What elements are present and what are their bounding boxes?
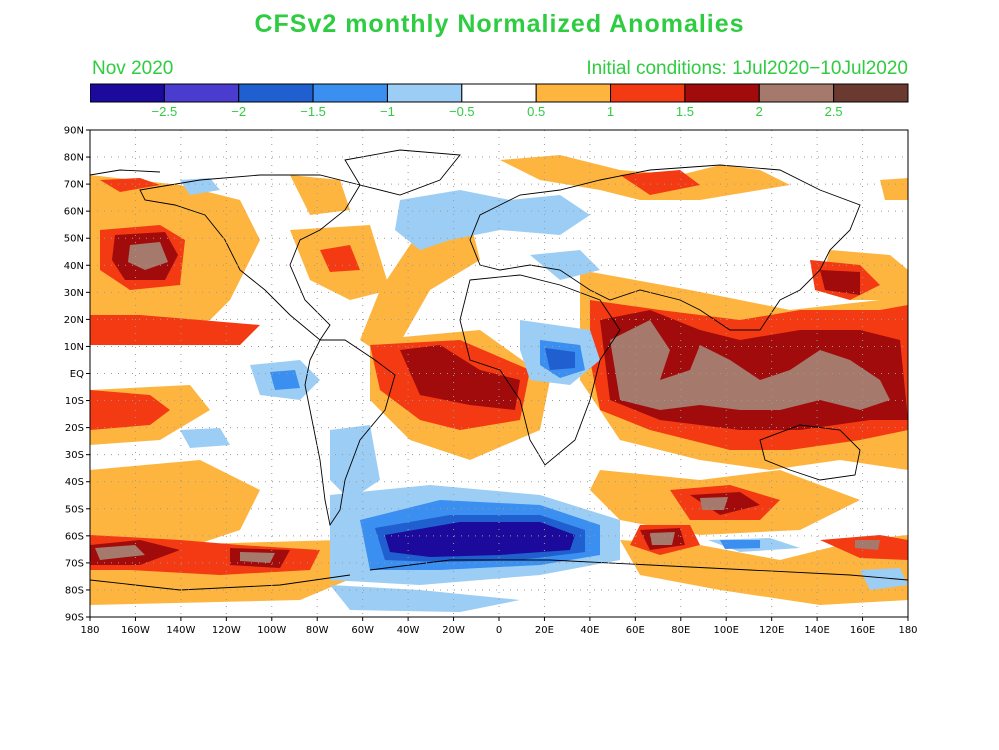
colorbar	[90, 83, 909, 103]
colorbar-label: 0.5	[527, 104, 546, 119]
colorbar-label: −1.5	[300, 104, 326, 119]
latitude-label: 20N	[64, 315, 84, 326]
colorbar-label: 2.5	[824, 104, 843, 119]
longitude-label: 160E	[850, 625, 875, 636]
longitude-label: 180	[898, 625, 917, 636]
colorbar-label: 2	[755, 104, 763, 119]
colorbar-label: −2	[231, 104, 247, 119]
longitude-label: 140W	[166, 625, 195, 636]
latitude-label: 60N	[64, 207, 84, 218]
longitude-label: 40E	[580, 625, 599, 636]
latitude-label: EQ	[70, 369, 84, 380]
longitude-label: 20W	[442, 625, 465, 636]
forecast-month: Nov 2020	[92, 58, 174, 79]
colorbar-labels: −2.5 −2 −1.5 −1 −0.5 0.5 1 1.5 2 2.5	[0, 104, 999, 122]
colorbar-label: 1.5	[675, 104, 694, 119]
latitude-label: 80N	[64, 153, 84, 164]
latitude-label: 90S	[65, 613, 84, 624]
latitude-label: 80S	[65, 585, 84, 596]
latitude-label: 70S	[65, 558, 84, 569]
longitude-label: 100W	[257, 625, 286, 636]
initial-conditions: Initial conditions: 1Jul2020−10Jul2020	[586, 58, 908, 79]
longitude-label: 80E	[671, 625, 690, 636]
colorbar-label: −1	[380, 104, 395, 119]
longitude-label: 40W	[397, 625, 420, 636]
map-title: CFSv2 monthly Normalized Anomalies	[254, 10, 745, 38]
latitude-label: 10N	[64, 342, 84, 353]
latitude-label: 40N	[64, 261, 84, 272]
latitude-label: 40S	[65, 477, 84, 488]
longitude-label: 160W	[121, 625, 150, 636]
longitude-label: 20E	[535, 625, 554, 636]
longitude-label: 60W	[351, 625, 374, 636]
longitude-label: 120W	[212, 625, 241, 636]
latitude-label: 50S	[65, 504, 84, 515]
latitude-label: 20S	[65, 423, 84, 434]
latitude-label: 30S	[65, 450, 84, 461]
colorbar-swatch	[833, 83, 909, 103]
latitude-label: 50N	[64, 234, 84, 245]
colorbar-label: 1	[606, 104, 615, 119]
longitude-label: 80W	[306, 625, 329, 636]
longitude-label: 0	[496, 625, 502, 636]
longitude-label: 60E	[626, 625, 645, 636]
latitude-label: 10S	[65, 396, 84, 407]
longitude-label: 180	[80, 625, 99, 636]
longitude-label: 100E	[714, 625, 739, 636]
longitude-label: 120E	[759, 625, 784, 636]
colorbar-label: −0.5	[448, 104, 475, 119]
latitude-label: 60S	[65, 531, 84, 542]
latitude-label: 90N	[64, 126, 84, 137]
colorbar-label: −2.5	[151, 104, 178, 119]
axis-ticks	[86, 129, 909, 621]
longitude-labels: 180 160W 140W 120W 100W 80W 60W 40W 20W 0 20E 40E 60…	[80, 625, 917, 636]
latitude-labels: 90N 80N 70N 60N 50N 40N 30N 20N 10N EQ 10S 20S 30S 40…	[64, 126, 84, 624]
longitude-label: 140E	[804, 625, 829, 636]
latitude-label: 70N	[64, 180, 84, 191]
latitude-label: 30N	[64, 288, 84, 299]
